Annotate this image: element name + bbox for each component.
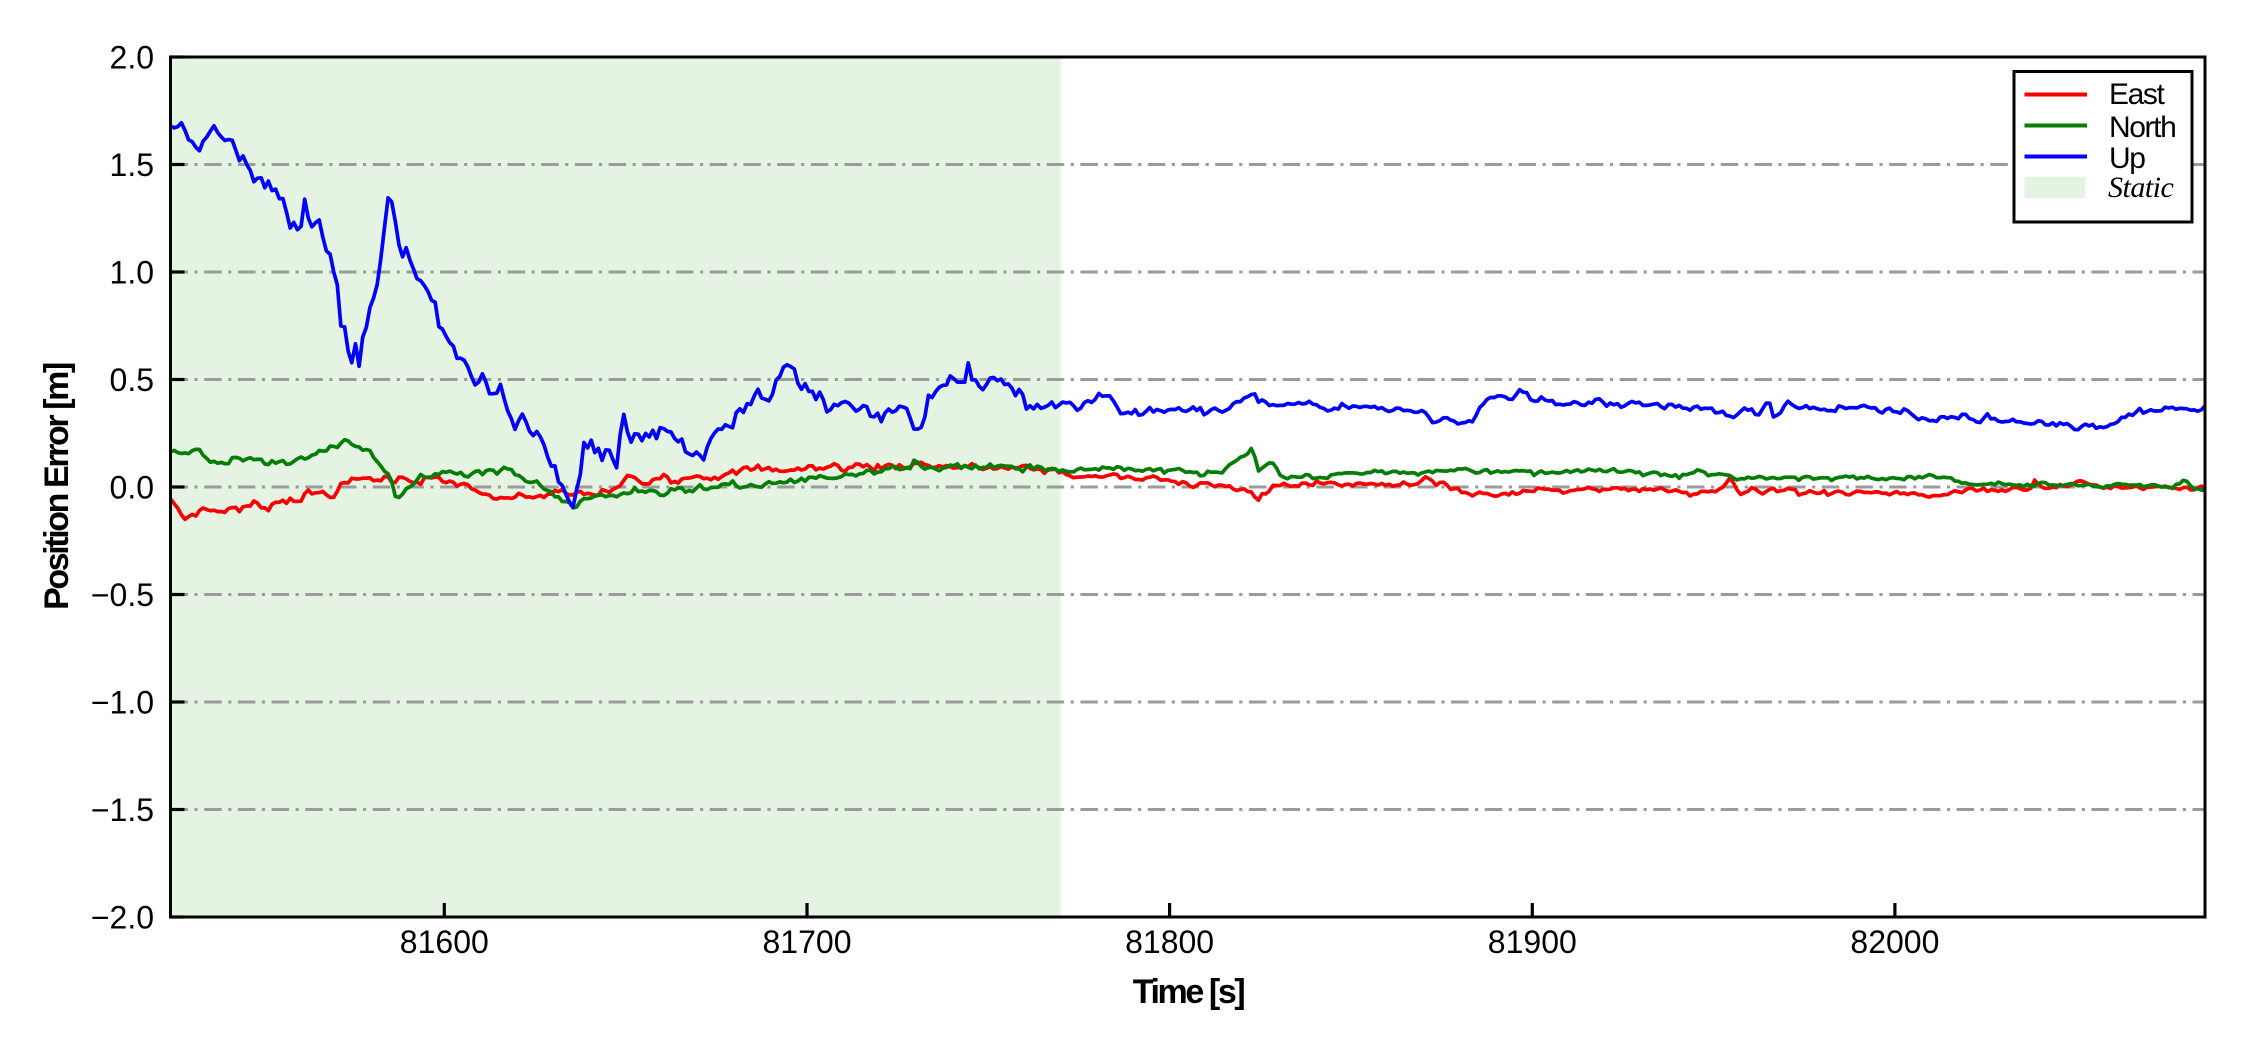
svg-text:Position Error [m]: Position Error [m]: [38, 363, 76, 610]
svg-text:−0.5: −0.5: [91, 577, 154, 613]
svg-text:−1.0: −1.0: [91, 685, 154, 721]
svg-text:−2.0: −2.0: [91, 900, 154, 936]
svg-text:North: North: [2109, 111, 2175, 144]
svg-text:81900: 81900: [1488, 924, 1577, 960]
svg-text:81800: 81800: [1125, 924, 1214, 960]
svg-text:82000: 82000: [1850, 924, 1939, 960]
svg-text:1.5: 1.5: [110, 147, 154, 183]
svg-text:0.5: 0.5: [110, 362, 154, 398]
svg-text:81600: 81600: [400, 924, 489, 960]
svg-text:Time [s]: Time [s]: [1133, 973, 1245, 1011]
svg-text:1.0: 1.0: [110, 255, 154, 291]
svg-text:Up: Up: [2109, 142, 2145, 175]
svg-text:81700: 81700: [763, 924, 852, 960]
svg-text:Static: Static: [2108, 171, 2174, 204]
svg-text:2.0: 2.0: [110, 40, 154, 76]
svg-text:East: East: [2109, 78, 2165, 111]
svg-text:0.0: 0.0: [110, 470, 154, 506]
svg-text:−1.5: −1.5: [91, 792, 154, 828]
